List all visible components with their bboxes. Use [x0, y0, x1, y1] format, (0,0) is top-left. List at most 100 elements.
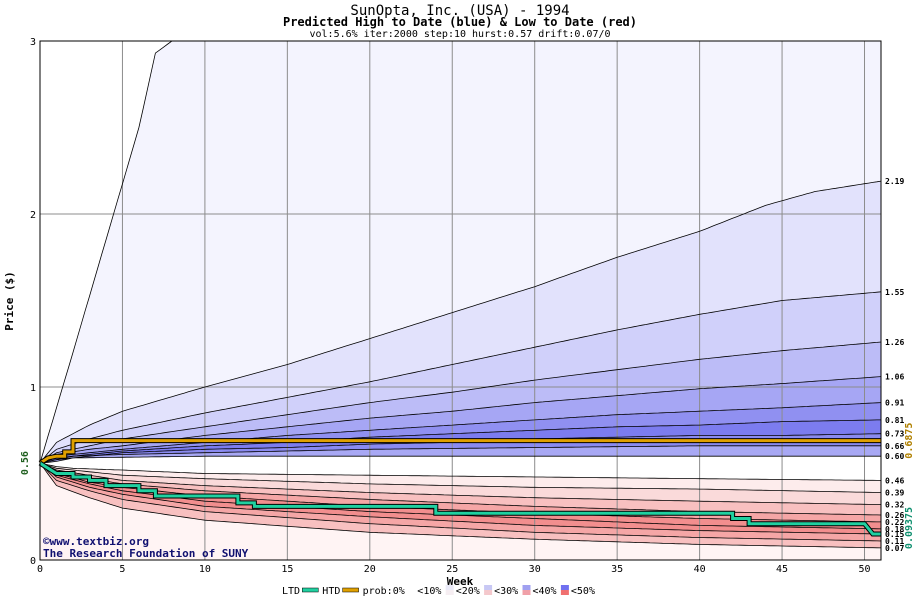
chart-subtitle: Predicted High to Date (blue) & Low to D…: [283, 15, 637, 29]
quantile-line-10: [39, 462, 881, 481]
y-axis-ticks: 0 1 2 3: [30, 37, 36, 567]
low-tail-band: [40, 463, 881, 560]
quantile-line-8: [39, 445, 881, 464]
low-band-6: [40, 463, 881, 541]
high-band-2: [40, 291, 881, 464]
quantile-end-label: 0.66: [885, 442, 904, 451]
start-price-label: 0.56: [20, 451, 31, 475]
quantile-end-label: 0.60: [885, 452, 904, 461]
low-band-1: [40, 463, 881, 505]
quantile-end-label: 0.26: [885, 511, 904, 520]
y-axis-label: Price ($): [3, 271, 16, 331]
quantile-line-5: [39, 402, 882, 464]
quantile-line-3: [39, 341, 882, 464]
chart-params: vol:5.6% iter:2000 step:10 hurst:0.57 dr…: [309, 29, 610, 40]
legend-swatch-low-6: [522, 590, 531, 595]
x-tick-label: 0: [37, 564, 43, 575]
x-tick-label: 30: [529, 564, 541, 575]
quantile-line-2: [39, 291, 882, 464]
x-axis-label: Week: [447, 575, 474, 588]
x-tick-label: 45: [776, 564, 788, 575]
x-tick-label: 25: [446, 564, 458, 575]
quantile-end-labels: 2.19 1.55 1.26 1.06 0.91 0.81 0.73 0.660.60 0.46…: [885, 177, 904, 553]
series-lines: [38, 438, 881, 537]
x-tick-label: 5: [119, 564, 125, 575]
legend-label-6: <40%: [533, 586, 557, 597]
y-tick-label: 0: [30, 556, 36, 567]
low-band-5: [40, 463, 881, 534]
quantile-line-1: [39, 180, 882, 464]
quantile-line-6: [39, 419, 881, 464]
high-band-1: [40, 181, 881, 464]
legend-swatch-low-3: [407, 590, 416, 595]
high-band-8: [40, 445, 881, 464]
legend-swatch-high-7: [560, 585, 569, 590]
htd-line: [39, 439, 881, 465]
quantile-end-label: 0.18: [885, 525, 904, 534]
quantile-end-label: 0.81: [885, 416, 904, 425]
quantile-end-label: 0.22: [885, 518, 904, 527]
quantile-end-label: 1.06: [885, 373, 904, 382]
ltd-line: [39, 461, 881, 536]
y-tick-label: 1: [30, 383, 36, 394]
quantile-line-9: [39, 455, 881, 464]
credit-line-1: ©www.textbiz.org: [43, 535, 149, 548]
chart-title: SunOpta, Inc. (USA) - 1994: [350, 3, 569, 19]
credit-line-2: The Research Foundation of SUNY: [43, 547, 249, 560]
legend-label-5: <30%: [494, 586, 518, 597]
quantile-end-label: 0.07: [885, 544, 904, 553]
x-tick-label: 20: [364, 564, 376, 575]
legend-label-1: HTD: [322, 586, 340, 597]
legend-swatch-low-7: [560, 590, 569, 595]
legend-swatch-low-5: [484, 590, 493, 595]
x-tick-label: 15: [281, 564, 293, 575]
high-band-0: [40, 41, 881, 464]
quantile-end-label: 1.55: [885, 288, 904, 297]
quantile-end-label: 0.46: [885, 476, 904, 485]
probability-bands: [40, 41, 881, 560]
legend-line-swatch-1: [342, 587, 359, 593]
low-band-2: [40, 463, 881, 515]
quantile-end-label: 0.32: [885, 501, 904, 510]
low-band-0: [40, 463, 881, 493]
high-band-3: [40, 342, 881, 464]
x-axis-ticks: 0 5 10 15 20 25 30 35 40 45 50: [37, 564, 871, 575]
legend-swatch-high-3: [407, 585, 416, 590]
quantile-end-label: 0.73: [885, 430, 904, 439]
legend-label-3: <10%: [417, 586, 441, 597]
high-band-5: [40, 402, 881, 464]
legend-swatch-high-6: [522, 585, 531, 590]
quantile-end-label: 0.15: [885, 530, 904, 539]
quantile-end-label: 0.39: [885, 489, 904, 498]
legend-label-4: <20%: [456, 586, 480, 597]
quantile-end-label: 1.26: [885, 338, 904, 347]
legend-swatch-low-4: [445, 590, 454, 595]
ltd-end-label: 0.09375: [904, 507, 915, 549]
legend-label-0: LTD: [282, 586, 300, 597]
legend-label-7: <50%: [571, 586, 595, 597]
quantile-line-16: [39, 462, 881, 535]
quantile-end-label: 0.91: [885, 399, 904, 408]
high-band-4: [40, 376, 881, 464]
x-tick-label: 50: [858, 564, 870, 575]
legend-swatch-high-5: [484, 585, 493, 590]
y-tick-label: 3: [30, 37, 36, 48]
quantile-line-18: [39, 462, 882, 549]
htd-end-label: 0.6875: [904, 423, 915, 459]
quantile-line-13: [39, 462, 882, 516]
quantile-end-label: 0.11: [885, 537, 904, 546]
x-tick-label: 10: [199, 564, 211, 575]
x-tick-label: 40: [694, 564, 706, 575]
legend-line-swatch-0: [302, 587, 319, 593]
x-tick-label: 35: [611, 564, 623, 575]
y-tick-label: 2: [30, 210, 36, 221]
quantile-line-12: [39, 462, 881, 506]
legend: LTD HTD prob:0% <10% <20% <30% <40% <50%: [282, 585, 595, 597]
median-gap: [40, 456, 881, 481]
plot-frame: [39, 40, 882, 561]
quantile-line-17: [39, 462, 882, 542]
quantile-line-11: [39, 462, 881, 493]
legend-prob-label: prob:0%: [363, 586, 405, 597]
legend-swatch-high-4: [445, 585, 454, 590]
